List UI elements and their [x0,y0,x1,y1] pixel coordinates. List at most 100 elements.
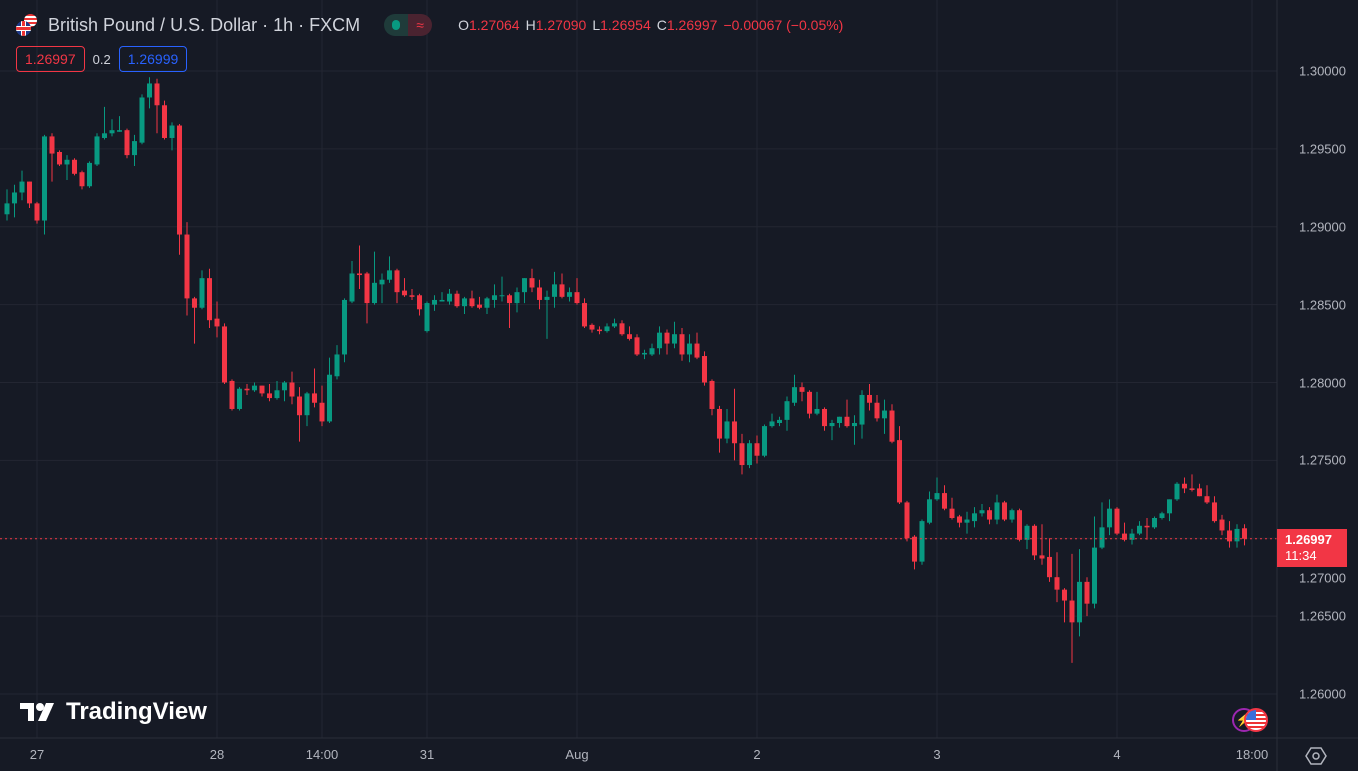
candle-up [327,357,332,423]
current-price: 1.26997 [1285,531,1332,547]
candle-down [207,268,212,328]
candle-body [529,278,535,288]
candle-body [72,159,77,174]
candle-body [402,290,407,296]
candle-body [709,380,715,409]
candle-body [342,299,347,355]
candle-up [282,380,287,402]
candle-body [679,334,685,355]
us-flag-event-icon[interactable] [1244,708,1268,732]
candle-body [627,334,632,339]
candle-down [184,222,190,316]
candle-down [1212,496,1217,523]
candle-up [492,284,497,308]
bar-countdown: 11:34 [1285,547,1317,563]
candle-body [544,296,550,300]
symbol-title[interactable]: British Pound / U.S. Dollar · 1h · FXCM [48,14,361,35]
candle-down [1039,524,1045,565]
candle-up [1107,499,1112,536]
candle-body [177,125,182,235]
candle-up [1024,524,1030,550]
candle-body [499,295,505,297]
candle-down [627,326,632,341]
current-price-label: 1.26997 11:34 [1277,528,1347,567]
candle-body [57,151,62,165]
sell-button[interactable]: 1.26997 [16,46,85,72]
time-tick-label: 14:00 [305,747,339,762]
candle-down [589,323,595,333]
candle-body [972,513,977,522]
candle-body [124,130,130,156]
candle-body [372,282,377,304]
candle-body [769,421,775,427]
candle-body [522,278,527,293]
candle-body [327,374,332,422]
candle-up [514,287,520,313]
candle-up [87,161,92,188]
candle-down [732,388,737,461]
candle-up [552,271,557,308]
candle-down [889,404,895,444]
candle-down [709,379,715,416]
candle-down [49,133,55,182]
candle-body [304,393,310,416]
price-tick-label: 1.30000 [1299,63,1346,79]
candle-down [409,289,415,300]
candle-body [657,332,662,349]
candle-down [874,394,880,422]
candle-up [342,298,347,363]
candle-body [312,393,317,403]
settings-icon[interactable] [1305,745,1327,767]
candle-body [1062,589,1067,601]
candle-body [1219,519,1225,531]
candle-down [1002,500,1007,522]
candle-body [957,516,962,523]
candle-up [139,94,145,145]
candle-body [222,326,227,383]
candle-body [432,299,437,305]
candle-body [574,292,580,304]
price-tick-label: 1.28000 [1299,375,1346,390]
open-label: O [458,17,469,33]
candle-body [184,234,190,299]
candle-down [1197,483,1202,497]
candle-body [379,279,385,285]
candle-body [777,419,782,423]
candle-body [589,324,595,330]
candle-down [1122,522,1127,542]
approx-icon: ≈ [408,14,433,36]
candle-body [267,393,272,399]
candle-body [942,493,947,509]
candle-body [439,299,445,302]
candle-down [904,500,910,542]
candle-down [867,384,872,411]
candle-down [357,245,362,290]
candle-up [499,276,505,302]
candle-down [949,497,955,520]
candle-up [567,287,572,302]
candle-up [1092,516,1097,609]
buy-button[interactable]: 1.26999 [118,46,188,72]
candle-body [469,298,475,307]
tradingview-logo-icon [20,703,54,721]
market-status-toggle[interactable]: ≈ [384,14,433,36]
candle-down [957,514,962,528]
economic-events[interactable]: ⚡ [1232,708,1272,736]
candle-body [1174,483,1180,500]
candle-up [814,391,820,416]
candle-body [829,422,835,427]
candle-body [619,323,625,335]
candle-body [357,273,362,276]
candle-body [64,159,70,165]
candle-up [784,396,790,431]
candle-down [27,181,32,209]
candle-body [694,343,700,358]
candle-body [994,502,1000,520]
candle-body [237,388,242,409]
ohlc-readout: O1.27064 H1.27090 L1.26954 C1.26997 −0.0… [458,17,843,33]
tradingview-logo[interactable]: TradingView [20,698,207,726]
candle-up [829,419,835,441]
candle-up [859,390,865,439]
candle-body [1197,488,1202,497]
